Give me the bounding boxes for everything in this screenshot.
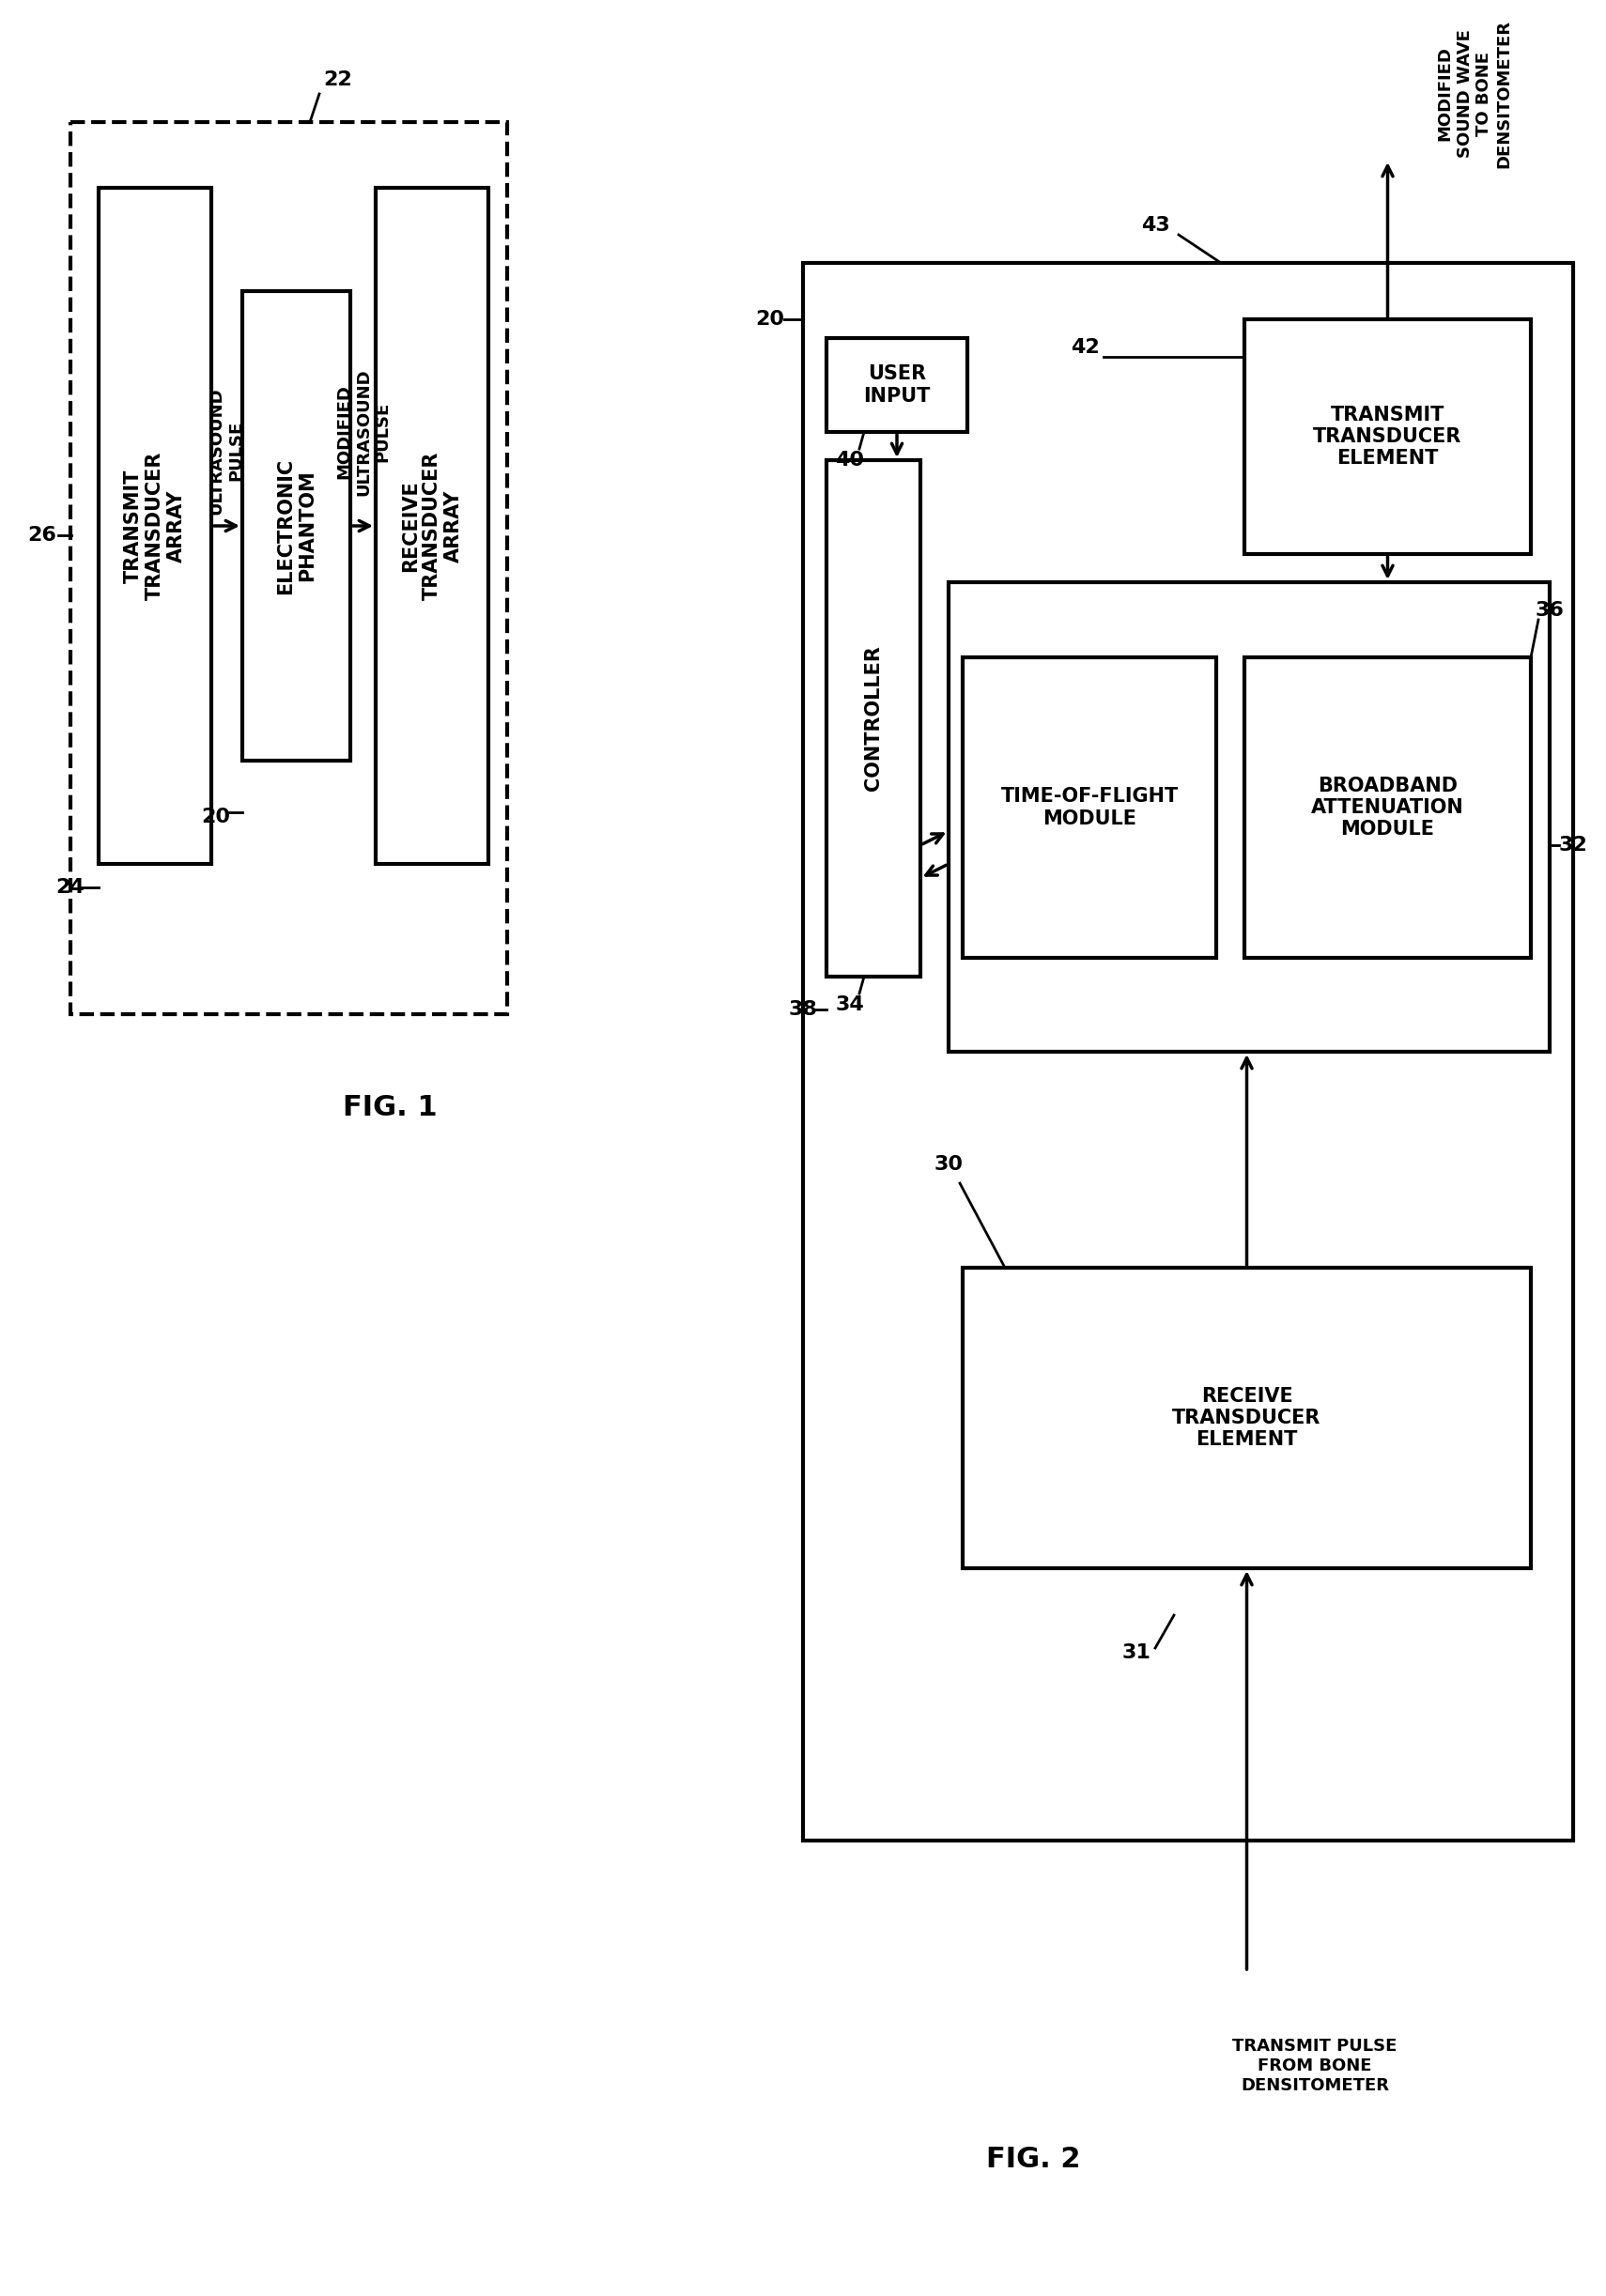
Bar: [962, 1267, 1531, 1568]
Text: 20: 20: [755, 310, 785, 328]
Text: CONTROLLER: CONTROLLER: [864, 645, 883, 792]
Bar: [71, 122, 507, 1015]
Text: 30: 30: [935, 1155, 964, 1173]
Text: BROADBAND
ATTENUATION
MODULE: BROADBAND ATTENUATION MODULE: [1310, 776, 1465, 838]
Text: 38: 38: [789, 1001, 817, 1019]
Bar: [962, 657, 1216, 957]
Text: ELECTRONIC
PHANTOM: ELECTRONIC PHANTOM: [276, 457, 316, 595]
Text: 42: 42: [1070, 338, 1099, 356]
Bar: [949, 583, 1550, 1052]
Bar: [243, 292, 350, 760]
Bar: [1245, 657, 1531, 957]
Text: ULTRASOUND
PULSE: ULTRASOUND PULSE: [209, 388, 244, 514]
Text: 24: 24: [56, 877, 85, 898]
Text: RECEIVE
TRANSDUCER
ELEMENT: RECEIVE TRANSDUCER ELEMENT: [1172, 1387, 1322, 1449]
Text: TRANSMIT PULSE
FROM BONE
DENSITOMETER: TRANSMIT PULSE FROM BONE DENSITOMETER: [1232, 2039, 1397, 2094]
Bar: [1245, 319, 1531, 553]
Text: 40: 40: [835, 450, 864, 468]
Text: TIME-OF-FLIGHT
MODULE: TIME-OF-FLIGHT MODULE: [1001, 788, 1179, 829]
Text: USER
INPUT: USER INPUT: [864, 365, 930, 406]
Bar: [827, 459, 920, 976]
Text: 32: 32: [1559, 836, 1588, 854]
Bar: [376, 188, 488, 863]
Bar: [803, 264, 1574, 1841]
Text: FIG. 1: FIG. 1: [342, 1095, 437, 1123]
Text: 22: 22: [324, 71, 353, 90]
Text: MODIFIED
ULTRASOUND
PULSE: MODIFIED ULTRASOUND PULSE: [336, 367, 392, 496]
Text: 31: 31: [1123, 1644, 1152, 1662]
Text: MODIFIED
SOUND WAVE
TO BONE
DENSITOMETER: MODIFIED SOUND WAVE TO BONE DENSITOMETER: [1437, 21, 1513, 168]
Text: 26: 26: [27, 526, 56, 544]
Text: TRANSMIT
TRANSDUCER
ELEMENT: TRANSMIT TRANSDUCER ELEMENT: [1314, 406, 1461, 468]
Text: 36: 36: [1535, 602, 1564, 620]
Bar: [98, 188, 212, 863]
Text: 43: 43: [1140, 216, 1169, 234]
Text: 34: 34: [835, 996, 864, 1015]
Text: RECEIVE
TRANSDUCER
ARRAY: RECEIVE TRANSDUCER ARRAY: [402, 452, 463, 599]
Text: FIG. 2: FIG. 2: [986, 2147, 1081, 2174]
Text: 20: 20: [201, 808, 231, 827]
Bar: [827, 338, 967, 432]
Text: TRANSMIT
TRANSDUCER
ARRAY: TRANSMIT TRANSDUCER ARRAY: [124, 452, 186, 599]
